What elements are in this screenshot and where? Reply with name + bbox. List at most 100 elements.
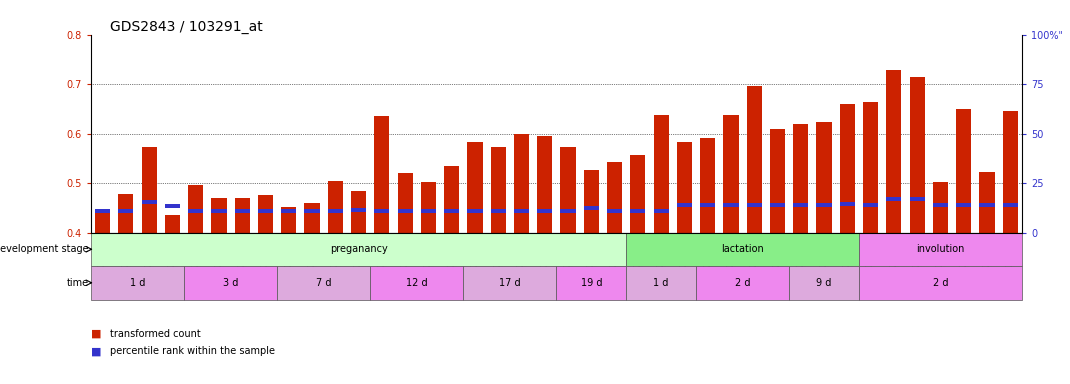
Bar [859, 233, 1022, 266]
Bar [700, 139, 715, 233]
Text: lactation: lactation [721, 244, 764, 254]
Bar [212, 209, 227, 213]
Bar [165, 215, 180, 233]
Bar [281, 209, 296, 213]
Bar [468, 209, 483, 213]
Bar [696, 266, 789, 300]
Bar [95, 209, 110, 213]
Text: GDS2843 / 103291_at: GDS2843 / 103291_at [109, 20, 262, 33]
Text: 9 d: 9 d [816, 278, 831, 288]
Bar [700, 203, 715, 207]
Bar [91, 233, 626, 266]
Bar [258, 209, 273, 213]
Bar [886, 197, 901, 201]
Bar [421, 182, 435, 233]
Bar [584, 170, 599, 233]
Text: 12 d: 12 d [406, 278, 428, 288]
Bar [141, 147, 156, 233]
Bar [654, 115, 669, 233]
Bar [468, 142, 483, 233]
Bar [351, 208, 366, 212]
Bar [607, 162, 622, 233]
Bar [957, 203, 972, 207]
Text: percentile rank within the sample: percentile rank within the sample [110, 346, 275, 356]
Bar [556, 266, 626, 300]
Bar [119, 209, 134, 213]
Bar [561, 147, 576, 233]
Bar [351, 191, 366, 233]
Text: time: time [66, 278, 89, 288]
Bar [626, 266, 696, 300]
Bar [840, 202, 855, 206]
Text: ■: ■ [91, 346, 105, 356]
Bar [514, 134, 529, 233]
Text: transformed count: transformed count [110, 329, 201, 339]
Bar [398, 209, 413, 213]
Bar [910, 197, 924, 201]
Bar [910, 77, 924, 233]
Bar [747, 203, 762, 207]
Bar [770, 129, 785, 233]
Bar [537, 209, 552, 213]
Bar [607, 209, 622, 213]
Bar [305, 203, 320, 233]
Bar [370, 266, 463, 300]
Bar [933, 203, 948, 207]
Bar [421, 209, 435, 213]
Bar [630, 155, 645, 233]
Bar [463, 266, 556, 300]
Bar [979, 172, 994, 233]
Bar [863, 203, 878, 207]
Bar [141, 200, 156, 204]
Bar [723, 115, 738, 233]
Text: preganancy: preganancy [330, 244, 387, 254]
Bar [723, 203, 738, 207]
Bar [91, 266, 184, 300]
Bar [374, 116, 389, 233]
Bar [584, 206, 599, 210]
Bar [95, 209, 110, 233]
Text: 2 d: 2 d [933, 278, 948, 288]
Bar [277, 266, 370, 300]
Bar [327, 180, 342, 233]
Bar [537, 136, 552, 233]
Bar [886, 70, 901, 233]
Bar [327, 209, 342, 213]
Text: 2 d: 2 d [735, 278, 750, 288]
Bar [1003, 203, 1018, 207]
Bar [630, 209, 645, 213]
Bar [654, 209, 669, 213]
Bar [212, 198, 227, 233]
Bar [863, 103, 878, 233]
Bar [979, 203, 994, 207]
Text: 17 d: 17 d [499, 278, 521, 288]
Bar [444, 166, 459, 233]
Bar [677, 203, 692, 207]
Bar [1003, 111, 1018, 233]
Bar [677, 142, 692, 233]
Bar [770, 203, 785, 207]
Text: 7 d: 7 d [316, 278, 332, 288]
Bar [119, 194, 134, 233]
Bar [258, 195, 273, 233]
Bar [281, 207, 296, 233]
Bar [793, 203, 808, 207]
Bar [234, 198, 249, 233]
Text: involution: involution [916, 244, 964, 254]
Text: ■: ■ [91, 329, 105, 339]
Bar [491, 209, 506, 213]
Bar [859, 266, 1022, 300]
Bar [816, 122, 831, 233]
Bar [561, 209, 576, 213]
Bar [747, 86, 762, 233]
Bar [374, 209, 389, 213]
Bar [188, 185, 203, 233]
Bar [840, 104, 855, 233]
Bar [305, 209, 320, 213]
Bar [398, 173, 413, 233]
Bar [933, 182, 948, 233]
Bar [234, 209, 249, 213]
Bar [793, 124, 808, 233]
Bar [188, 209, 203, 213]
Bar [444, 209, 459, 213]
